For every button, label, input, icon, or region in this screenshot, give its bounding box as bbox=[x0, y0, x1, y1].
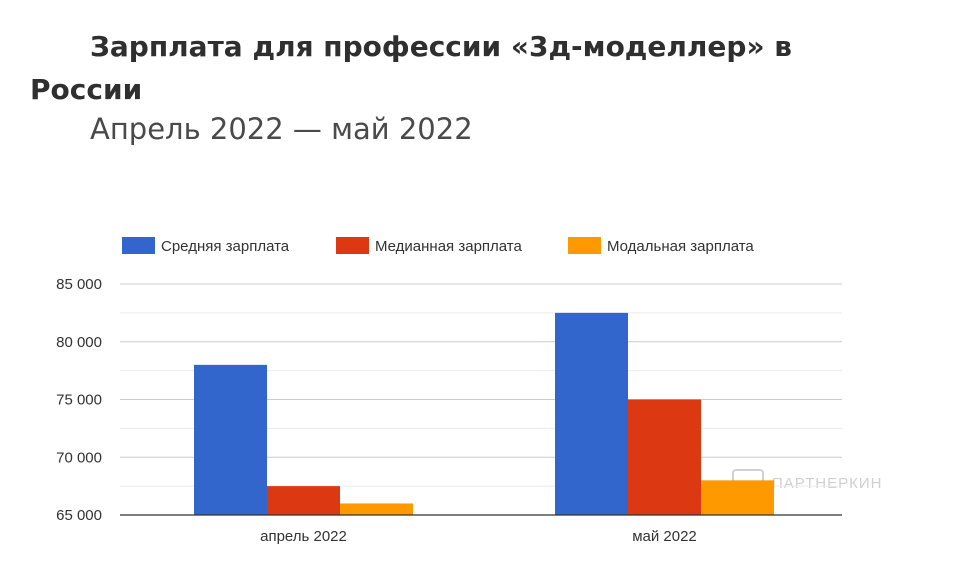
bar-1-2 bbox=[555, 312, 628, 515]
legend-label: Медианная зарплата bbox=[375, 238, 523, 255]
bar-1-1 bbox=[194, 364, 267, 515]
axis: 65 000 70 000 75 000 80 000 85 000 апрель 202… bbox=[56, 276, 842, 545]
x-category-label: май 2022 bbox=[632, 528, 697, 545]
legend-swatch bbox=[122, 237, 155, 254]
bars bbox=[194, 312, 774, 515]
legend: Средняя зарплата Медианная зарплата Модаль… bbox=[122, 237, 754, 255]
chart-title-line-2: России bbox=[30, 73, 143, 106]
legend-label: Средняя зарплата bbox=[161, 238, 290, 255]
chart-title-line-1: Зарплата для профессии «3д-моделлер» в bbox=[90, 30, 793, 63]
y-tick-label: 70 000 bbox=[56, 449, 102, 466]
y-tick-label: 65 000 bbox=[56, 507, 102, 524]
bar-2-2 bbox=[628, 399, 701, 515]
bar-2-1 bbox=[267, 486, 340, 515]
legend-swatch bbox=[568, 237, 601, 254]
watermark-text: ПАРТНЕРКИН bbox=[772, 475, 882, 492]
legend-label: Модальная зарплата bbox=[607, 238, 754, 255]
chart-subtitle: Апрель 2022 — май 2022 bbox=[90, 112, 473, 146]
y-tick-label: 85 000 bbox=[56, 276, 102, 293]
legend-swatch bbox=[336, 237, 369, 254]
bar-3-1 bbox=[340, 503, 413, 515]
x-category-label: апрель 2022 bbox=[260, 528, 347, 545]
bar-3-2 bbox=[701, 480, 774, 515]
y-tick-label: 80 000 bbox=[56, 334, 102, 351]
y-tick-label: 75 000 bbox=[56, 392, 102, 409]
